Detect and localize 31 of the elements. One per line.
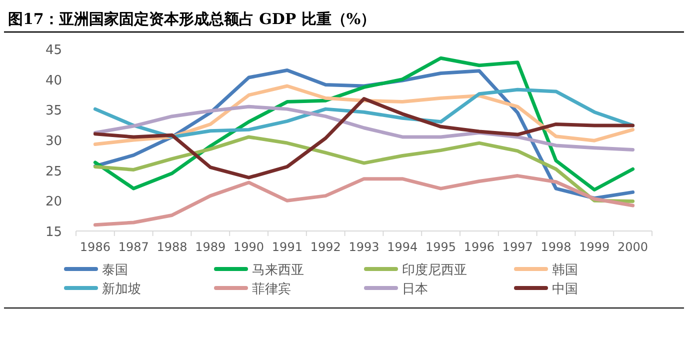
x-tick-label: 1991: [272, 240, 302, 254]
x-tick-label: 1994: [387, 240, 418, 254]
y-tick-label: 35: [45, 104, 62, 119]
x-tick-label: 1997: [502, 240, 533, 254]
y-tick-label: 15: [45, 225, 62, 240]
x-tick-label: 1995: [426, 240, 456, 254]
legend-label: 印度尼西亚: [402, 262, 467, 278]
x-tick-label: 1999: [579, 240, 610, 254]
y-tick-label: 45: [45, 43, 62, 58]
legend-label: 日本: [402, 282, 428, 297]
x-tick-label: 1992: [310, 240, 341, 254]
x-tick-label: 2000: [618, 240, 648, 254]
legend-label: 菲律宾: [252, 281, 291, 297]
x-tick-label: 1987: [118, 240, 149, 254]
x-tick-label: 1996: [464, 240, 494, 254]
x-tick-label: 1990: [234, 240, 264, 254]
x-tick-label: 1998: [540, 240, 572, 254]
chart-title: 图17：亚洲国家固定资本形成总额占 GDP 比重（%）: [8, 10, 376, 28]
x-tick-label: 1988: [156, 240, 188, 254]
y-tick-label: 30: [45, 134, 62, 149]
x-tick-label: 1993: [348, 240, 380, 254]
legend-label: 马来西亚: [252, 263, 304, 278]
y-tick-label: 25: [45, 164, 62, 180]
legend-label: 泰国: [102, 263, 128, 278]
y-tick-label: 40: [45, 73, 62, 88]
legend-label: 韩国: [552, 263, 578, 278]
x-tick-label: 1986: [80, 240, 110, 254]
legend-label: 中国: [552, 282, 578, 297]
y-tick-label: 20: [45, 194, 62, 210]
x-tick-label: 1989: [195, 240, 226, 254]
legend-label: 新加坡: [102, 282, 141, 297]
